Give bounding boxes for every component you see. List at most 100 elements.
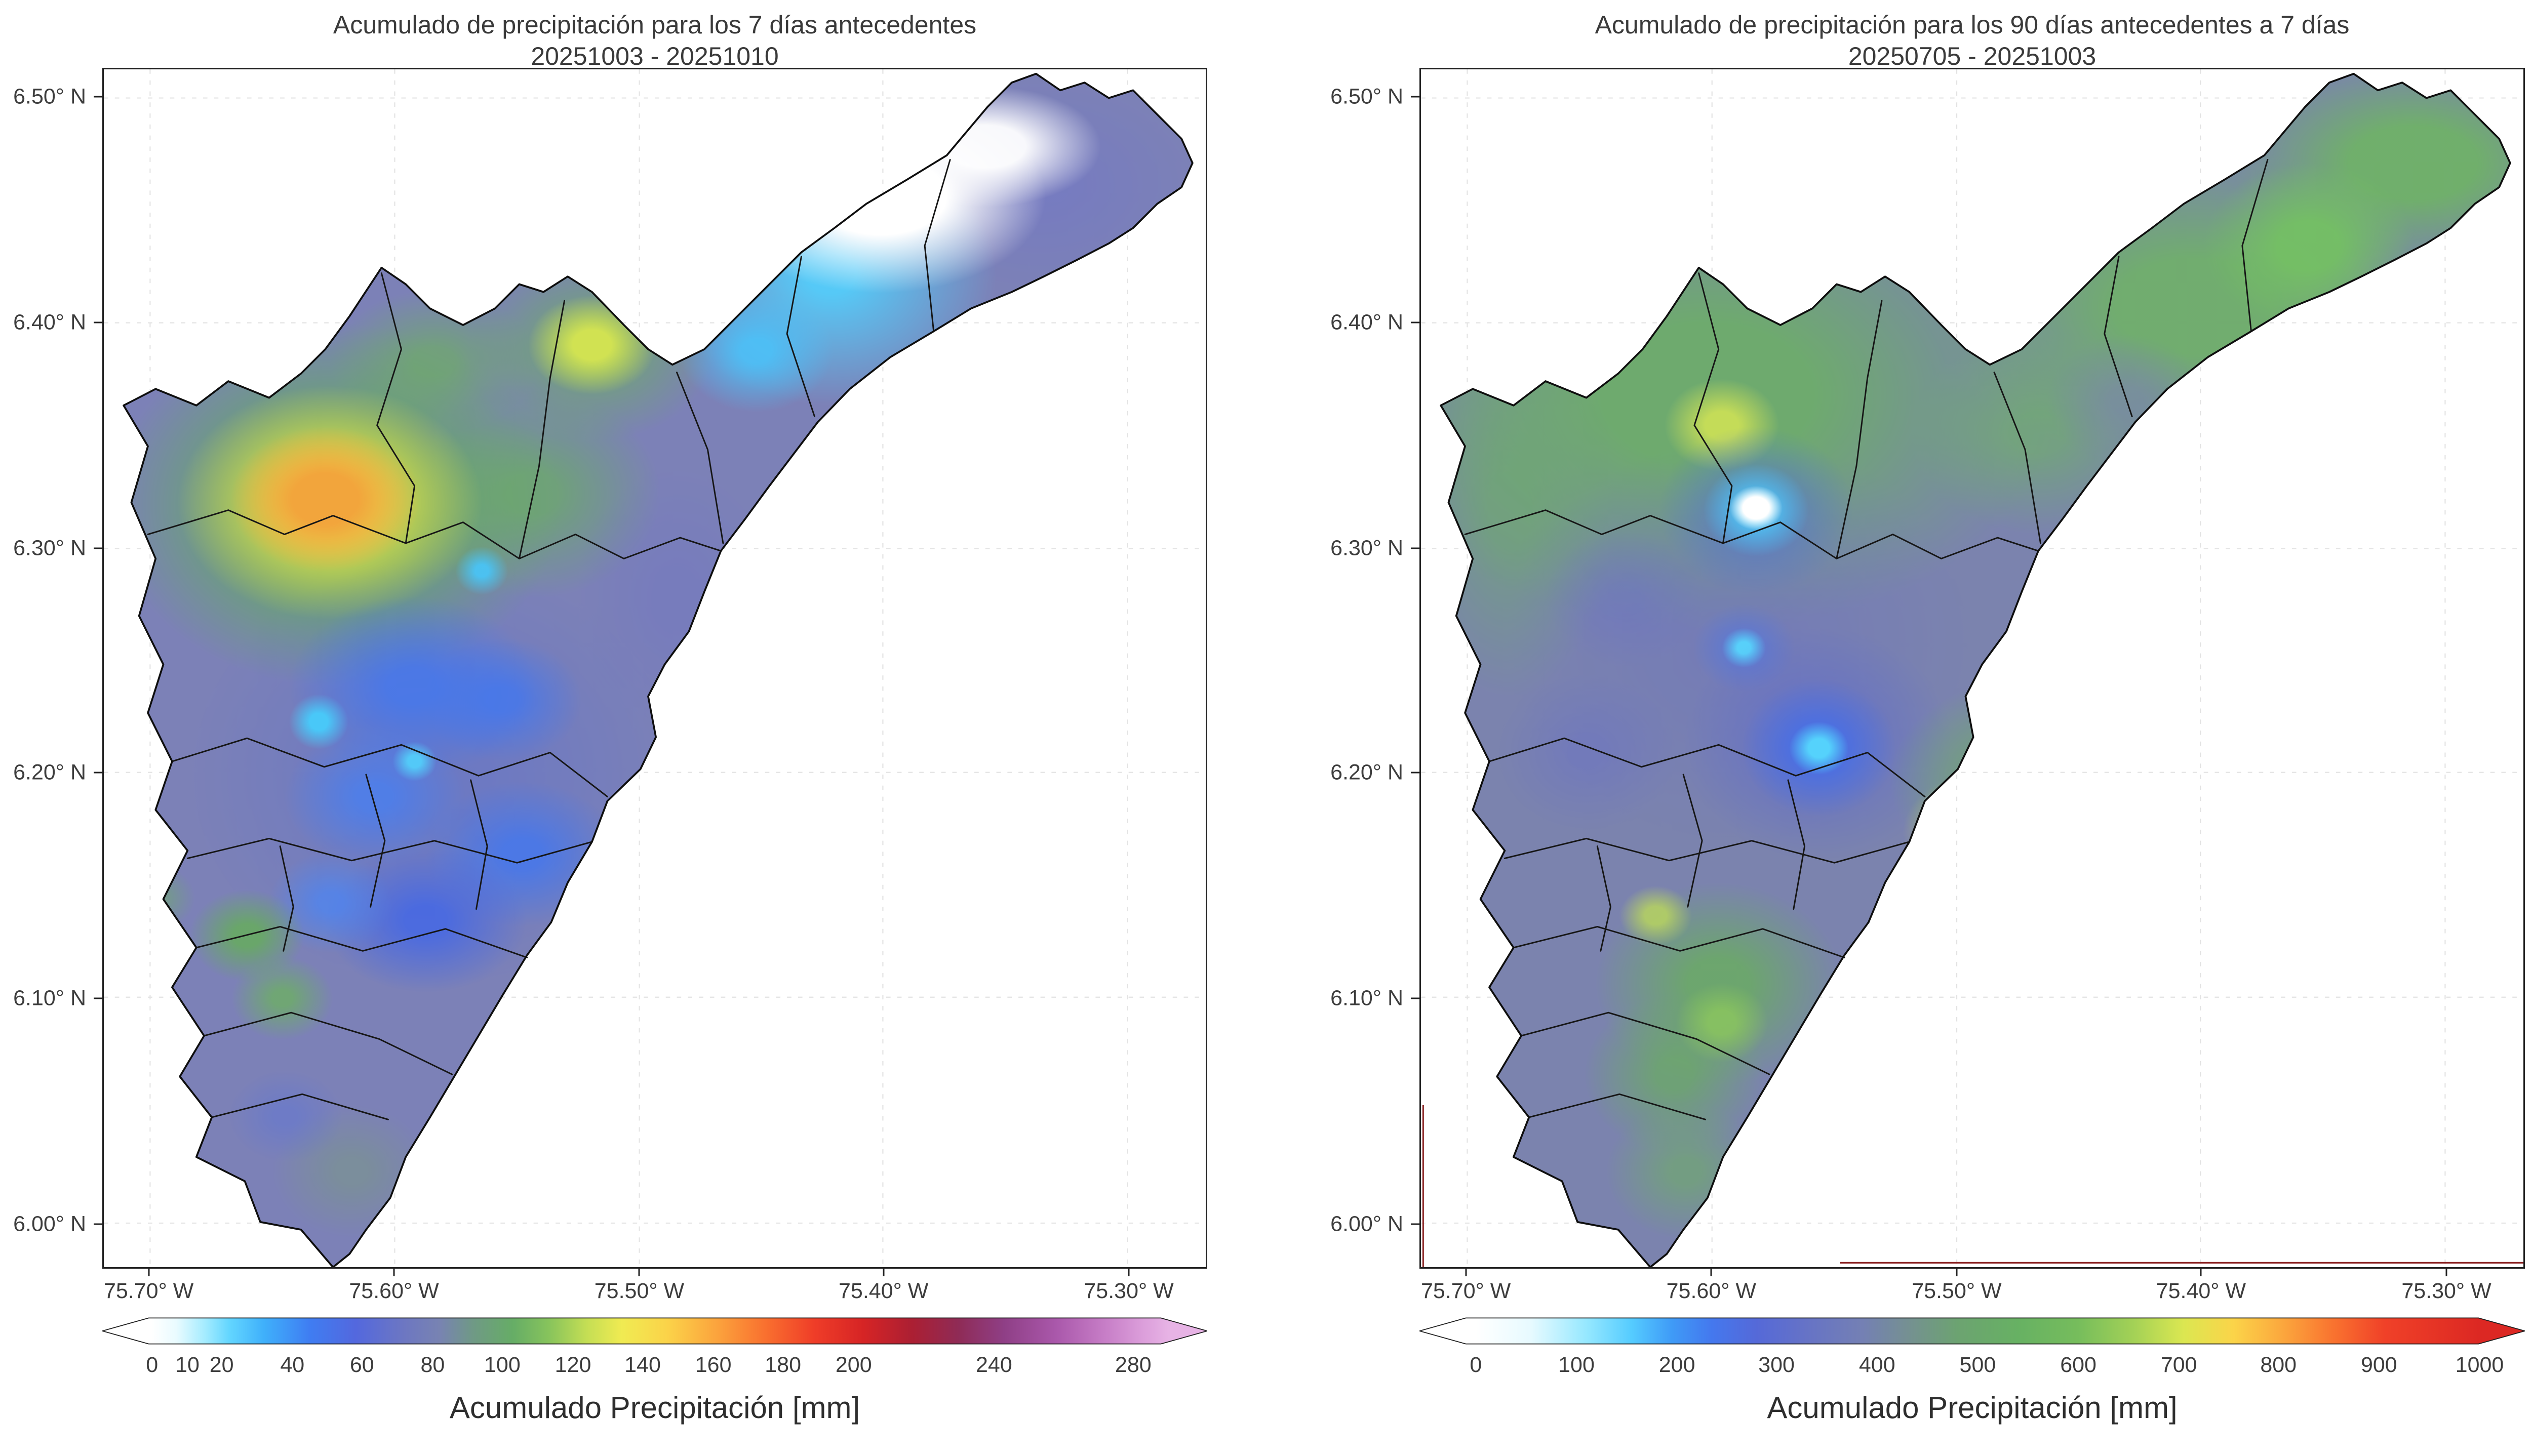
heat-blob: [1693, 603, 1795, 692]
panel-subtitle-dates: 20250705 - 20251003: [1848, 42, 2096, 70]
x-axis-ticks: [1419, 1269, 2525, 1277]
heat-blob: [1606, 1103, 1765, 1240]
heat-blob: [1496, 673, 1677, 832]
colorbar-tick: 800: [2260, 1353, 2297, 1377]
panel-title-block: Acumulado de precipitación para los 7 dí…: [102, 9, 1207, 72]
heat-blob: [272, 1105, 431, 1238]
heat-blob: [1889, 675, 2188, 885]
heatmap-blobs: [1441, 73, 2510, 1240]
heat-blob: [124, 865, 195, 932]
colorbar-tick: 280: [1115, 1353, 1152, 1377]
colorbar-tick: 700: [2160, 1353, 2197, 1377]
colorbar-tick: 80: [420, 1353, 445, 1377]
x-tick-label: 75.30° W: [1084, 1279, 1174, 1303]
y-axis-ticks: [94, 68, 102, 1269]
x-tick-label: 75.60° W: [349, 1279, 439, 1303]
map-plot-90d: [1419, 68, 2525, 1269]
y-tick-label: 6.20° N: [1330, 760, 1403, 785]
colorbar-tick: 40: [280, 1353, 305, 1377]
graticule-grid: [1421, 69, 2523, 1267]
y-tick-label: 6.40° N: [1330, 310, 1403, 335]
heat-blob: [330, 290, 539, 433]
x-tick-label: 75.50° W: [594, 1279, 685, 1303]
heat-blob: [528, 295, 656, 395]
heat-blob: [1584, 995, 1765, 1154]
heat-blob: [289, 596, 536, 777]
heat-blob: [289, 694, 349, 749]
heat-blob: [2203, 163, 2414, 329]
y-tick-label: 6.00° N: [1330, 1211, 1403, 1236]
colorbar-tick: 10: [175, 1353, 200, 1377]
basin-outline: [1440, 72, 2511, 1267]
heat-blob: [1729, 486, 1783, 530]
heat-blob: [1789, 721, 1849, 775]
heat-blob: [230, 426, 420, 572]
colorbar-90d: [1419, 1316, 2525, 1346]
colorbar-tick: 240: [975, 1353, 1012, 1377]
colorbar-tick: 0: [1470, 1353, 1482, 1377]
y-axis-labels: 6.50° N 6.40° N 6.30° N 6.20° N 6.10° N …: [0, 68, 94, 1269]
colorbar-7d: [102, 1316, 1207, 1346]
heat-blob: [1933, 146, 2452, 466]
y-tick-label: 6.10° N: [13, 986, 86, 1010]
heat-blob: [535, 918, 642, 1006]
colorbar-tick: 0: [146, 1353, 159, 1377]
heat-blob: [869, 86, 1101, 208]
heat-blob: [1742, 679, 1896, 817]
heat-blob: [284, 728, 465, 865]
y-tick-label: 6.30° N: [13, 536, 86, 560]
colorbar-tick: 140: [624, 1353, 661, 1377]
colorbar-tick: 600: [2060, 1353, 2096, 1377]
heat-blob: [189, 889, 305, 982]
heat-blob: [715, 99, 1046, 293]
colorbar-tick: 100: [1558, 1353, 1595, 1377]
heat-blob: [1441, 157, 2061, 632]
colorbar-tick: 120: [555, 1353, 591, 1377]
panel-title: Acumulado de precipitación para los 90 d…: [1595, 11, 2350, 39]
colorbar-ticks-7d: 0 10 20 40 60 80 100 120 140 160 180 200…: [102, 1353, 1207, 1377]
y-tick-label: 6.10° N: [1330, 986, 1403, 1010]
heat-blob: [1659, 426, 1853, 594]
x-axis-labels: 75.70° W 75.60° W 75.50° W 75.40° W 75.3…: [1419, 1279, 2525, 1304]
colorbar-tick: 20: [209, 1353, 234, 1377]
heatmap-base: [124, 73, 1193, 1267]
heat-blob: [1595, 882, 1842, 1085]
x-tick-label: 75.60° W: [1666, 1279, 1756, 1303]
heat-blob: [1504, 438, 1978, 846]
heat-blob: [1546, 530, 1705, 667]
heat-blob: [1903, 770, 2084, 894]
y-tick-label: 6.20° N: [13, 760, 86, 785]
y-tick-label: 6.50° N: [13, 84, 86, 109]
y-axis-labels: 6.50° N 6.40° N 6.30° N 6.20° N 6.10° N …: [1317, 68, 1411, 1269]
x-axis-ticks: [102, 1269, 1207, 1277]
precipitation-map-7d: [104, 69, 1206, 1267]
colorbar-tick: 200: [835, 1353, 872, 1377]
panel-title-block: Acumulado de precipitación para los 90 d…: [1419, 9, 2525, 72]
colorbar-tick: 1000: [2455, 1353, 2504, 1377]
colorbar-tick: 900: [2360, 1353, 2397, 1377]
colorbar-tick: 400: [1858, 1353, 1895, 1377]
heat-blob: [665, 141, 997, 406]
heat-blob: [392, 741, 437, 782]
municipal-boundaries: [1464, 159, 2269, 1120]
heat-blob: [2047, 334, 2206, 466]
heat-blob: [1722, 628, 1766, 668]
x-tick-label: 75.70° W: [103, 1279, 194, 1303]
colorbar-tick: 500: [1959, 1353, 1996, 1377]
heat-blob: [1675, 983, 1768, 1063]
y-tick-label: 6.30° N: [1330, 536, 1403, 560]
graticule-grid: [104, 69, 1206, 1267]
y-tick-label: 6.00° N: [13, 1211, 86, 1236]
heat-blob: [468, 252, 716, 442]
y-axis-ticks: [1411, 68, 1419, 1269]
colorbar-ticks-90d: 0 100 200 300 400 500 600 700 800 900 10…: [1419, 1353, 2525, 1377]
heatmap-base: [1441, 73, 2510, 1267]
heat-blob: [124, 322, 562, 686]
basin-outline: [123, 72, 1194, 1267]
x-tick-label: 75.40° W: [839, 1279, 929, 1303]
heat-blob: [1911, 332, 2165, 535]
heat-blob: [324, 847, 527, 993]
heat-blob: [2231, 73, 2510, 268]
